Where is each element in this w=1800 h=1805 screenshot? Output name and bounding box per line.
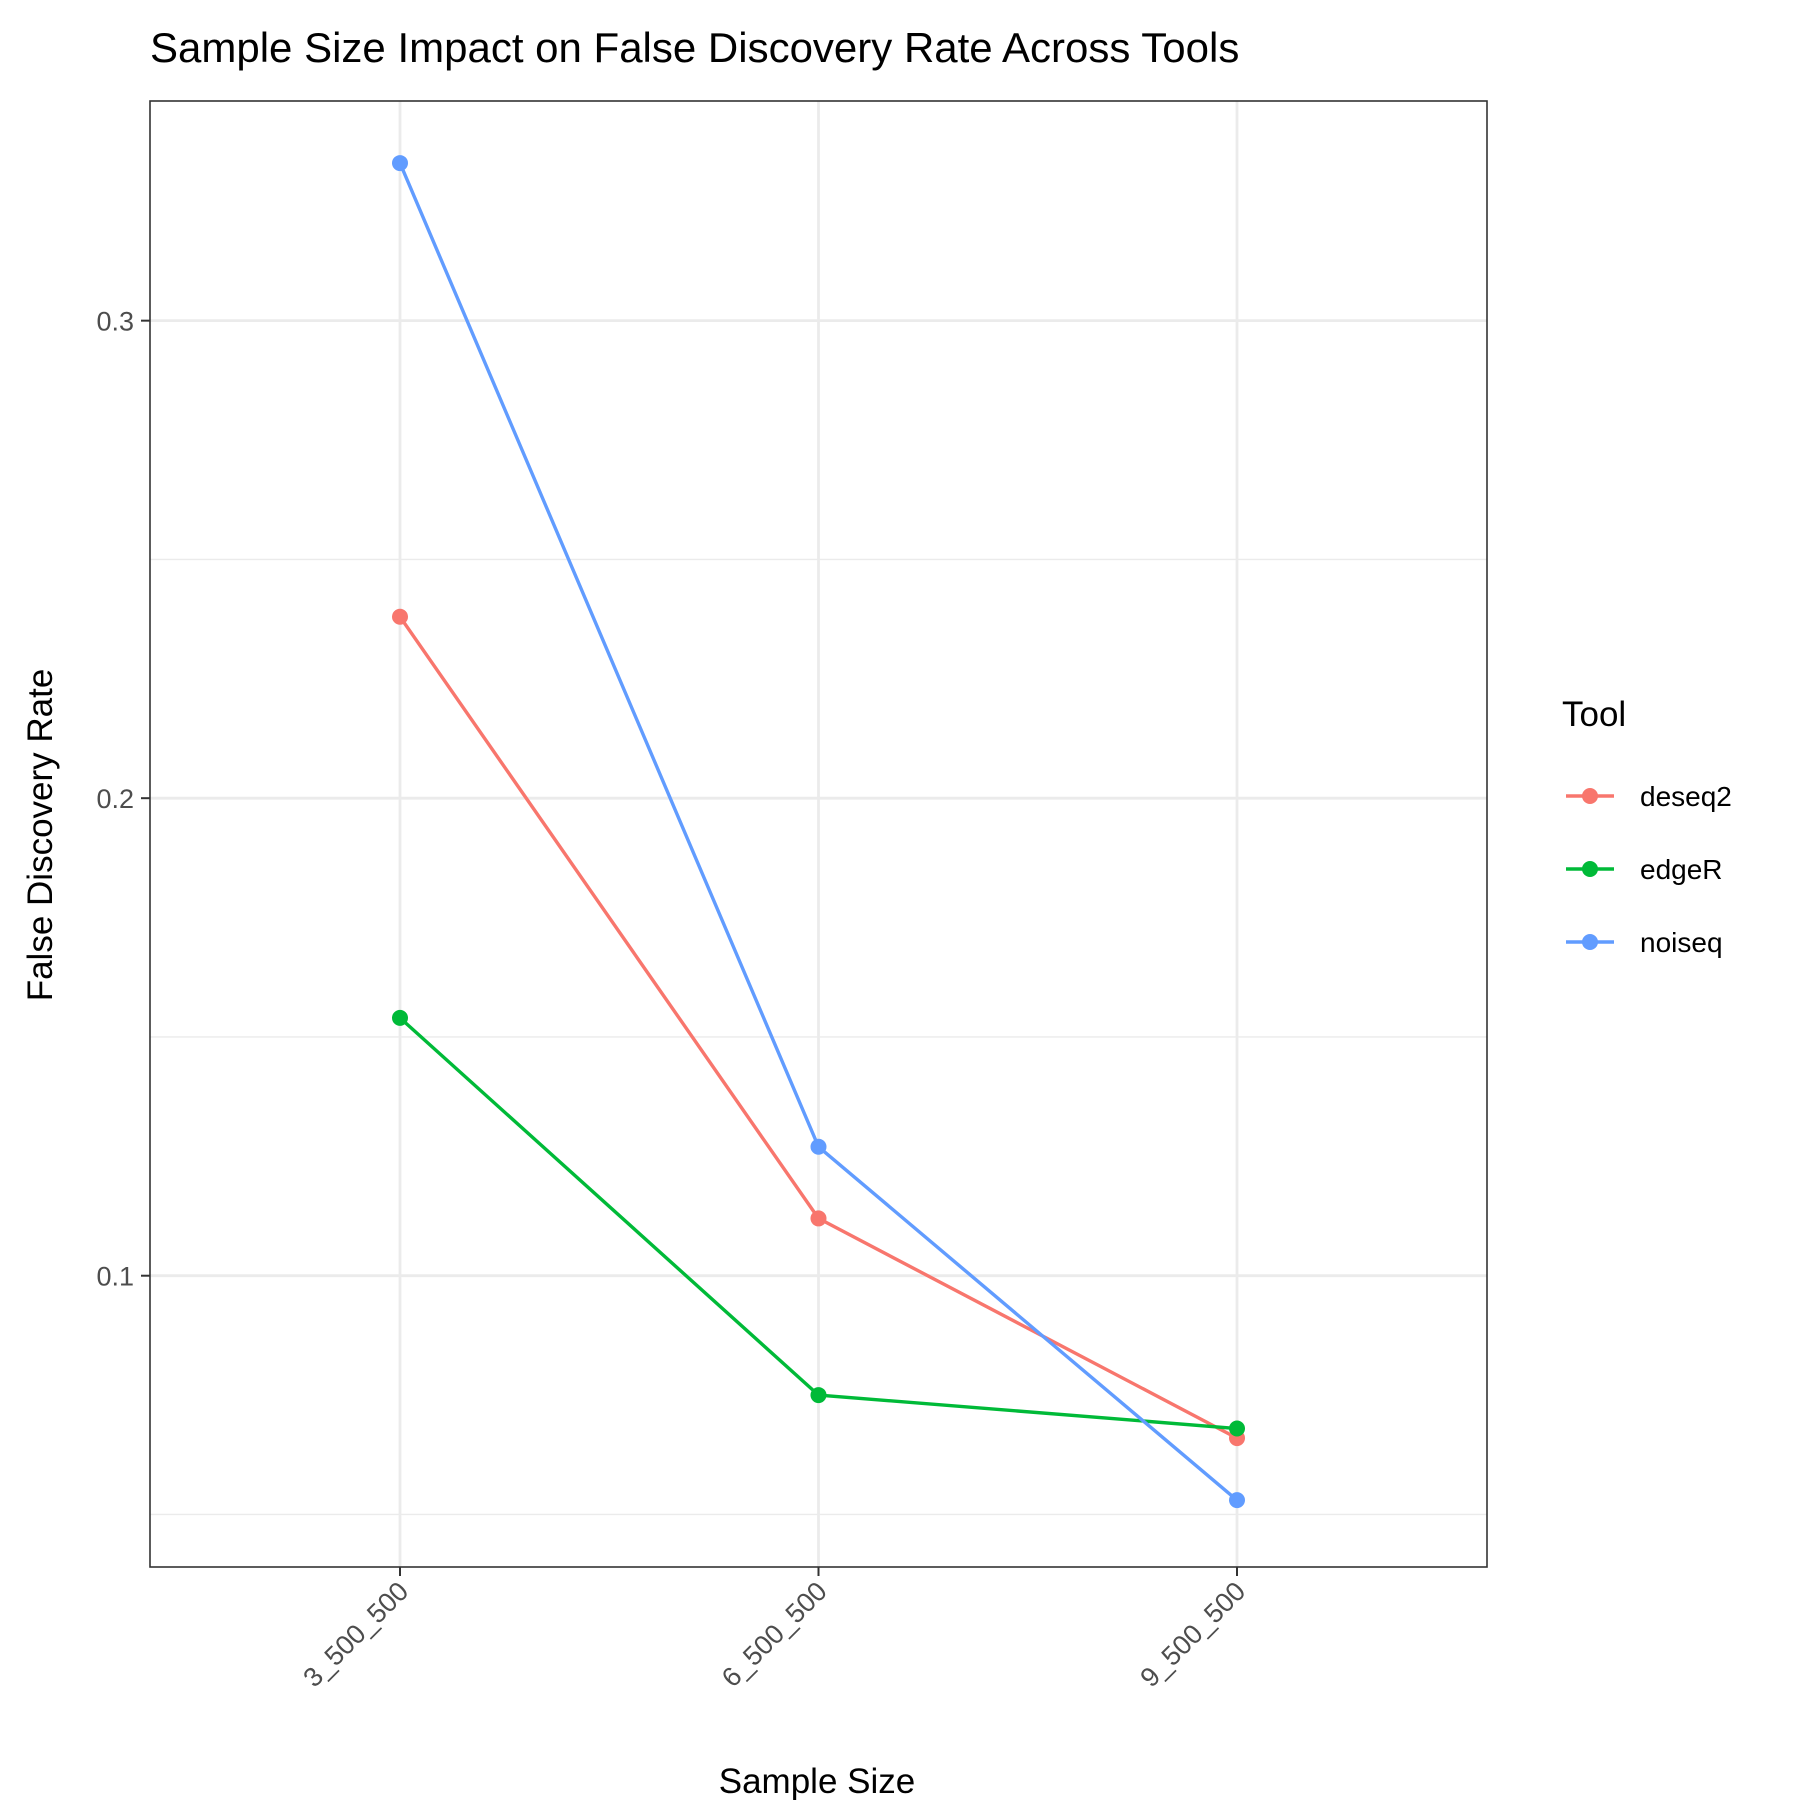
- y-tick-label: 0.2: [96, 784, 134, 814]
- legend-label-edgeR: edgeR: [1640, 854, 1723, 885]
- data-point-deseq2: [810, 1210, 827, 1227]
- plot-area: 0.1 0.2 0.3 3_500_500 6_500_500 9_500_500: [96, 100, 1488, 1693]
- y-axis-title: False Discovery Rate: [21, 669, 60, 1002]
- data-point-edgeR: [1229, 1420, 1245, 1437]
- x-tick-label: 6_500_500: [716, 1576, 833, 1693]
- y-tick-label: 0.1: [96, 1262, 134, 1292]
- data-point-edgeR: [392, 1009, 408, 1026]
- legend-point-noiseq: [1582, 934, 1598, 950]
- data-point-noiseq: [1229, 1492, 1245, 1509]
- y-tick-label: 0.3: [96, 307, 134, 337]
- data-point-noiseq: [392, 155, 408, 172]
- legend-label-noiseq: noiseq: [1640, 927, 1723, 958]
- legend-point-edgeR: [1582, 861, 1598, 877]
- data-point-noiseq: [810, 1138, 827, 1155]
- legend-label-deseq2: deseq2: [1640, 781, 1732, 812]
- legend: Tool deseq2 edgeR noiseq: [1562, 695, 1732, 958]
- x-tick-label: 9_500_500: [1134, 1576, 1251, 1693]
- x-tick-label: 3_500_500: [297, 1576, 414, 1693]
- data-point-edgeR: [810, 1387, 827, 1404]
- legend-title: Tool: [1562, 695, 1626, 734]
- legend-point-deseq2: [1582, 788, 1598, 804]
- chart-title: Sample Size Impact on False Discovery Ra…: [150, 24, 1239, 71]
- x-axis-title: Sample Size: [719, 1762, 915, 1800]
- data-point-deseq2: [392, 608, 408, 625]
